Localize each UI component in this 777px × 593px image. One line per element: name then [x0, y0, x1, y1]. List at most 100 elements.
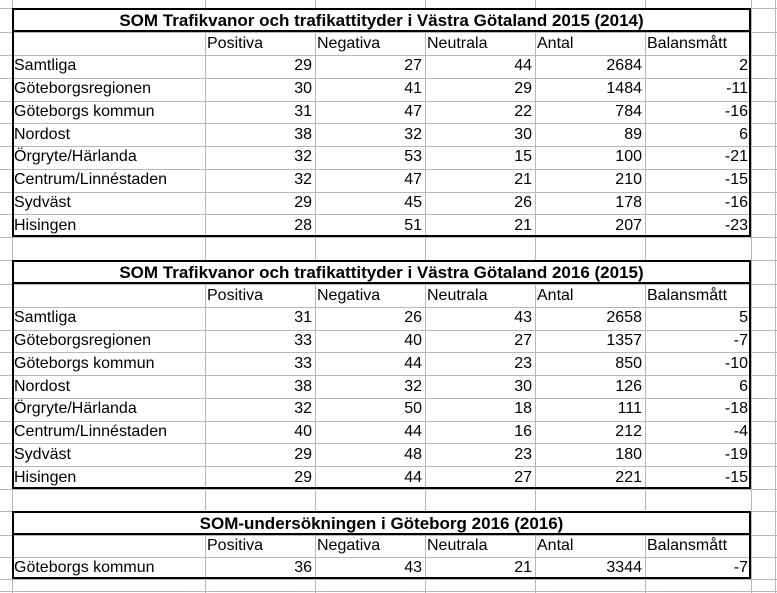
column-header-balansmatt[interactable]: Balansmått: [647, 537, 728, 554]
cell-value[interactable]: 6: [739, 377, 748, 395]
cell-value[interactable]: 180: [615, 445, 642, 463]
table-title[interactable]: SOM-undersökningen i Göteborg 2016 (2016…: [12, 511, 751, 535]
cell-value[interactable]: 16: [514, 423, 532, 441]
column-header-neutrala[interactable]: Neutrala: [427, 286, 488, 304]
cell-value[interactable]: 33: [294, 354, 312, 372]
cell-value[interactable]: 29: [294, 57, 312, 75]
table-title[interactable]: SOM Trafikvanor och trafikattityder i Vä…: [12, 8, 751, 32]
column-header-negativa[interactable]: Negativa: [317, 286, 381, 304]
header-empty-cell[interactable]: [12, 32, 205, 55]
cell-value[interactable]: 44: [404, 423, 422, 441]
row-label[interactable]: Hisingen: [14, 468, 77, 486]
row-label[interactable]: Sydväst: [14, 445, 71, 463]
cell-value[interactable]: 48: [404, 445, 422, 463]
cell-value[interactable]: 53: [404, 148, 422, 166]
cell-value[interactable]: 29: [294, 445, 312, 463]
column-header-neutrala[interactable]: Neutrala: [427, 537, 488, 554]
cell-value[interactable]: 15: [514, 148, 532, 166]
cell-value[interactable]: 30: [514, 125, 532, 143]
cell-value[interactable]: 2658: [606, 309, 642, 327]
cell-value[interactable]: 1357: [606, 332, 642, 350]
cell-value[interactable]: 89: [624, 125, 642, 143]
row-label[interactable]: Göteborgs kommun: [14, 559, 155, 576]
cell-value[interactable]: 29: [514, 80, 532, 98]
column-header-neutrala[interactable]: Neutrala: [427, 34, 488, 52]
cell-value[interactable]: -4: [733, 423, 748, 441]
row-label[interactable]: Samtliga: [14, 309, 77, 327]
header-empty-cell[interactable]: [12, 284, 205, 307]
cell-value[interactable]: 26: [404, 309, 422, 327]
column-header-balansmatt[interactable]: Balansmått: [647, 286, 728, 304]
row-label[interactable]: Centrum/Linnéstaden: [14, 171, 167, 189]
row-label[interactable]: Göteborgsregionen: [14, 332, 151, 350]
cell-value[interactable]: 126: [615, 377, 642, 395]
cell-value[interactable]: 29: [294, 193, 312, 211]
cell-value[interactable]: 44: [514, 57, 532, 75]
column-header-antal[interactable]: Antal: [537, 34, 574, 52]
cell-value[interactable]: 1484: [606, 80, 642, 98]
cell-value[interactable]: 31: [294, 309, 312, 327]
cell-value[interactable]: 850: [615, 354, 642, 372]
cell-value[interactable]: 21: [514, 171, 532, 189]
cell-value[interactable]: -21: [724, 148, 748, 166]
cell-value[interactable]: -23: [724, 216, 748, 234]
cell-value[interactable]: 27: [514, 332, 532, 350]
cell-value[interactable]: 40: [404, 332, 422, 350]
column-header-antal[interactable]: Antal: [537, 286, 574, 304]
cell-value[interactable]: 2: [739, 57, 748, 75]
cell-value[interactable]: -7: [733, 332, 748, 350]
cell-value[interactable]: -10: [724, 354, 748, 372]
cell-value[interactable]: 23: [514, 354, 532, 372]
cell-value[interactable]: 18: [514, 400, 532, 418]
row-label[interactable]: Nordost: [14, 125, 71, 143]
cell-value[interactable]: -18: [724, 400, 748, 418]
row-label[interactable]: Centrum/Linnéstaden: [14, 423, 167, 441]
column-header-positiva[interactable]: Positiva: [207, 286, 264, 304]
cell-value[interactable]: 43: [404, 559, 422, 576]
table-title[interactable]: SOM Trafikvanor och trafikattityder i Vä…: [12, 260, 751, 284]
cell-value[interactable]: 212: [615, 423, 642, 441]
cell-value[interactable]: 28: [294, 216, 312, 234]
cell-value[interactable]: 21: [514, 559, 532, 576]
cell-value[interactable]: 51: [404, 216, 422, 234]
cell-value[interactable]: 32: [294, 400, 312, 418]
cell-value[interactable]: 26: [514, 193, 532, 211]
cell-value[interactable]: 43: [514, 309, 532, 327]
cell-value[interactable]: 32: [294, 171, 312, 189]
cell-value[interactable]: 41: [404, 80, 422, 98]
cell-value[interactable]: 21: [514, 216, 532, 234]
row-label[interactable]: Göteborgsregionen: [14, 80, 151, 98]
cell-value[interactable]: 30: [294, 80, 312, 98]
cell-value[interactable]: 210: [615, 171, 642, 189]
column-header-positiva[interactable]: Positiva: [207, 537, 264, 554]
row-label[interactable]: Hisingen: [14, 216, 77, 234]
cell-value[interactable]: -19: [724, 445, 748, 463]
cell-value[interactable]: 6: [739, 125, 748, 143]
row-label[interactable]: Samtliga: [14, 57, 77, 75]
cell-value[interactable]: 221: [615, 468, 642, 486]
row-label[interactable]: Örgryte/Härlanda: [14, 148, 137, 166]
cell-value[interactable]: 38: [294, 125, 312, 143]
cell-value[interactable]: 47: [404, 102, 422, 120]
cell-value[interactable]: 38: [294, 377, 312, 395]
cell-value[interactable]: 44: [404, 354, 422, 372]
cell-value[interactable]: 22: [514, 102, 532, 120]
cell-value[interactable]: 29: [294, 468, 312, 486]
cell-value[interactable]: 100: [615, 148, 642, 166]
cell-value[interactable]: 5: [739, 309, 748, 327]
cell-value[interactable]: 31: [294, 102, 312, 120]
column-header-negativa[interactable]: Negativa: [317, 537, 381, 554]
column-header-antal[interactable]: Antal: [537, 537, 574, 554]
column-header-balansmatt[interactable]: Balansmått: [647, 34, 728, 52]
cell-value[interactable]: -11: [726, 80, 748, 98]
cell-value[interactable]: 45: [404, 193, 422, 211]
cell-value[interactable]: 23: [514, 445, 532, 463]
header-empty-cell[interactable]: [12, 535, 205, 557]
cell-value[interactable]: -15: [724, 468, 748, 486]
cell-value[interactable]: 32: [404, 377, 422, 395]
cell-value[interactable]: 40: [294, 423, 312, 441]
cell-value[interactable]: 178: [615, 193, 642, 211]
cell-value[interactable]: 44: [404, 468, 422, 486]
row-label[interactable]: Göteborgs kommun: [14, 102, 155, 120]
column-header-negativa[interactable]: Negativa: [317, 34, 381, 52]
